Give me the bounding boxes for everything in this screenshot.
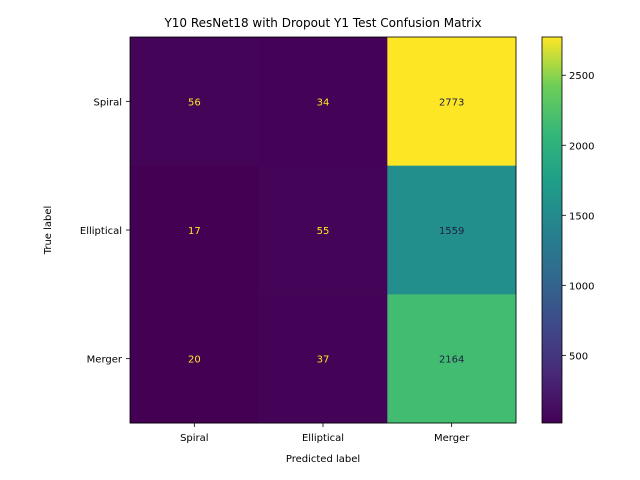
y-axis-ticks: Spiral Elliptical Merger — [80, 97, 130, 366]
matrix-cell — [387, 165, 517, 295]
cell-value-label: 17 — [188, 226, 201, 237]
matrix-cell — [130, 294, 260, 424]
matrix-cell — [387, 294, 517, 424]
x-tick-label: Spiral — [180, 433, 209, 444]
cell-value-label: 56 — [188, 97, 201, 108]
cell-value-label: 55 — [317, 226, 330, 237]
cell-value-label: 34 — [317, 97, 330, 108]
colorbar-tick-label: 2500 — [569, 71, 594, 82]
cell-value-label: 2773 — [439, 97, 464, 108]
cell-value-label: 1559 — [439, 226, 464, 237]
cell-value-label: 2164 — [439, 355, 464, 366]
x-axis-ticks: Spiral Elliptical Merger — [180, 423, 470, 444]
colorbar-tick-label: 2000 — [569, 141, 594, 152]
colorbar-tick-label: 500 — [569, 351, 588, 362]
colorbar-tick-label: 1000 — [569, 281, 594, 292]
y-tick-label: Merger — [87, 355, 123, 366]
colorbar-tick-label: 1500 — [569, 211, 594, 222]
x-tick-label: Merger — [434, 433, 470, 444]
matrix-cell — [258, 37, 388, 167]
x-axis-label: Predicted label — [286, 454, 360, 465]
y-tick-label: Elliptical — [80, 226, 122, 237]
matrix-cell — [258, 294, 388, 424]
y-tick-label: Spiral — [94, 97, 123, 108]
matrix-cell — [387, 37, 517, 167]
x-tick-label: Elliptical — [302, 433, 344, 444]
chart-title: Y10 ResNet18 with Dropout Y1 Test Confus… — [163, 16, 481, 30]
matrix-cell — [130, 37, 260, 167]
matrix-cells: 56 34 2773 17 55 1559 20 37 2164 — [130, 37, 517, 424]
matrix-cell — [130, 165, 260, 295]
y-axis-label: True label — [43, 206, 54, 256]
colorbar-ticks: 500 1000 1500 2000 2500 — [562, 71, 594, 362]
cell-value-label: 37 — [317, 355, 330, 366]
cell-value-label: 20 — [188, 355, 201, 366]
matrix-cell — [258, 165, 388, 295]
colorbar — [541, 36, 563, 424]
